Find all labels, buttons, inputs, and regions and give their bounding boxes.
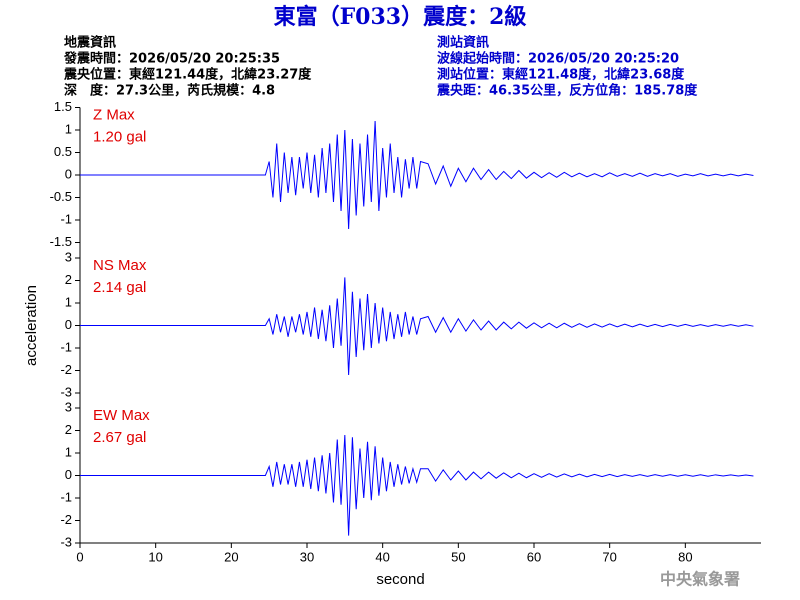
- y-tick-label: 0: [65, 317, 72, 332]
- x-tick-label: 0: [76, 549, 83, 564]
- y-tick-label: -3: [60, 384, 72, 399]
- y-tick-label: -1: [60, 489, 72, 504]
- y-tick-label: 1: [65, 294, 72, 309]
- event-info: 地震資訊 發震時間：2026/05/20 20:25:35 震央位置：東經121…: [63, 35, 312, 99]
- y-tick-label: -1: [60, 339, 72, 354]
- info-line: 地震資訊: [64, 35, 116, 51]
- info-line: 深 度：27.3公里，芮氏規模：4.8: [64, 83, 275, 99]
- y-tick-label: 3: [65, 249, 72, 264]
- y-tick-label: 0: [65, 467, 72, 482]
- y-tick-label: 3: [65, 399, 72, 414]
- x-axis-label: second: [376, 571, 424, 588]
- waveform: [80, 120, 754, 230]
- info-line: 震央位置：東經121.44度，北緯23.27度: [63, 67, 312, 83]
- y-tick-label: 1: [65, 121, 72, 136]
- max-annotation: 2.14 gal: [93, 279, 146, 296]
- info-line: 波線起始時間：2026/05/20 20:25:20: [437, 51, 679, 67]
- max-annotation: EW Max: [93, 407, 150, 424]
- y-tick-label: -2: [60, 362, 72, 377]
- x-tick-label: 80: [678, 549, 692, 564]
- y-tick-label: -1: [60, 211, 72, 226]
- max-annotation: NS Max: [93, 257, 147, 274]
- y-tick-label: 0: [65, 166, 72, 181]
- max-annotation: 1.20 gal: [93, 128, 146, 145]
- x-tick-label: 40: [375, 549, 389, 564]
- max-annotation: 2.67 gal: [93, 429, 146, 446]
- info-line: 發震時間：2026/05/20 20:25:35: [63, 51, 280, 67]
- x-tick-label: 10: [148, 549, 162, 564]
- y-tick-label: 2: [65, 422, 72, 437]
- y-tick-label: 0.5: [54, 144, 72, 159]
- x-tick-label: 30: [300, 549, 314, 564]
- title: 東富（F033）震度：2級: [274, 4, 527, 30]
- station-info: 測站資訊 波線起始時間：2026/05/20 20:25:20 測站位置：東經1…: [436, 35, 698, 99]
- info-line: 震央距：46.35公里，反方位角：185.78度: [436, 83, 698, 99]
- x-tick-label: 70: [602, 549, 616, 564]
- y-tick-label: 1: [65, 444, 72, 459]
- y-tick-label: -0.5: [50, 189, 72, 204]
- y-tick-label: -2: [60, 512, 72, 527]
- y-tick-label: 1.5: [54, 99, 72, 114]
- x-tick-label: 20: [224, 549, 238, 564]
- info-line: 測站資訊: [437, 35, 489, 51]
- info-line: 測站位置：東經121.48度，北緯23.68度: [437, 67, 685, 83]
- y-tick-label: -1.5: [50, 234, 72, 249]
- y-axis-label: acceleration: [23, 285, 40, 366]
- x-tick-label: 60: [527, 549, 541, 564]
- watermark: 中央氣象署: [660, 570, 740, 589]
- y-tick-label: -3: [60, 534, 72, 549]
- waveform: [80, 434, 754, 536]
- y-tick-label: 2: [65, 272, 72, 287]
- x-tick-label: 50: [451, 549, 465, 564]
- waveform: [80, 277, 754, 376]
- max-annotation: Z Max: [93, 106, 135, 123]
